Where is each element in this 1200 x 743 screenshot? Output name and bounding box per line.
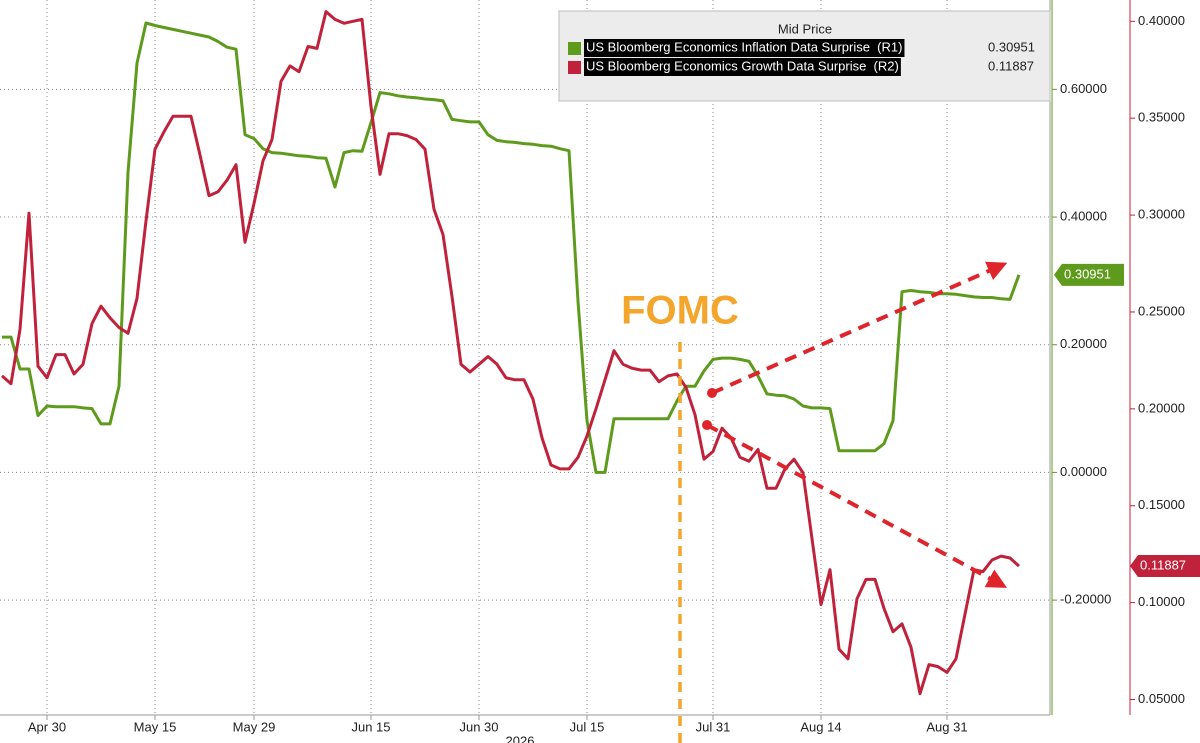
trend-arrow	[706, 423, 1008, 588]
x-tick-label: Aug 31	[926, 719, 967, 734]
x-tick-label: May 29	[233, 719, 276, 734]
arrow-dot	[702, 420, 712, 430]
legend-highlight	[584, 58, 901, 76]
x-tick-label: Aug 14	[800, 719, 841, 734]
value-tag-label: 0.11887	[1140, 557, 1186, 572]
y2-tick-label: 0.40000	[1138, 13, 1185, 28]
legend-swatch	[568, 61, 581, 74]
x-tick-label: Jun 30	[459, 719, 498, 734]
series-line	[1, 10, 1021, 696]
y2-tick-label: 0.05000	[1138, 691, 1185, 706]
y2-tick-label: 0.20000	[1138, 400, 1185, 415]
value-tag	[1054, 263, 1124, 286]
y-tick-label: 0.00000	[1060, 464, 1107, 479]
annotation: FOMC	[621, 289, 739, 333]
x-tick-label: Apr 30	[28, 719, 66, 734]
arrow-dot	[707, 388, 717, 398]
legend-value: 0.11887	[988, 58, 1034, 73]
legend-label: US Bloomberg Economics Growth Data Surpr…	[586, 58, 899, 73]
y-tick-label: 0.20000	[1060, 336, 1107, 351]
legend-swatch	[568, 42, 581, 55]
value-tag-label: 0.30951	[1064, 266, 1111, 281]
x-tick-label: Jul 15	[570, 719, 605, 734]
x-axis-label: 2026	[506, 733, 535, 743]
legend: Mid Price US Bloomberg Economics Inflati…	[558, 10, 1051, 102]
y2-tick-label: 0.10000	[1138, 594, 1185, 609]
legend-value: 0.30951	[988, 39, 1035, 54]
x-tick-label: Jul 31	[696, 719, 731, 734]
legend-highlight	[584, 39, 905, 57]
y-tick-label: 0.60000	[1060, 81, 1107, 96]
trend-arrow	[711, 261, 1008, 395]
y2-tick-label: 0.35000	[1138, 110, 1185, 125]
legend-title: Mid Price	[778, 21, 832, 36]
y-tick-label: -0.20000	[1060, 592, 1111, 607]
x-tick-label: May 15	[134, 719, 177, 734]
series-line	[2, 21, 1021, 474]
plot-area	[1, 10, 1021, 696]
y2-tick-label: 0.15000	[1138, 497, 1185, 512]
x-tick-label: Jun 15	[351, 719, 390, 734]
y2-tick-label: 0.25000	[1138, 303, 1185, 318]
y-tick-label: 0.40000	[1060, 208, 1107, 223]
value-tag	[1130, 555, 1200, 578]
legend-label: US Bloomberg Economics Inflation Data Su…	[586, 39, 902, 54]
y2-tick-label: 0.30000	[1138, 207, 1185, 222]
grid	[0, 0, 1050, 715]
